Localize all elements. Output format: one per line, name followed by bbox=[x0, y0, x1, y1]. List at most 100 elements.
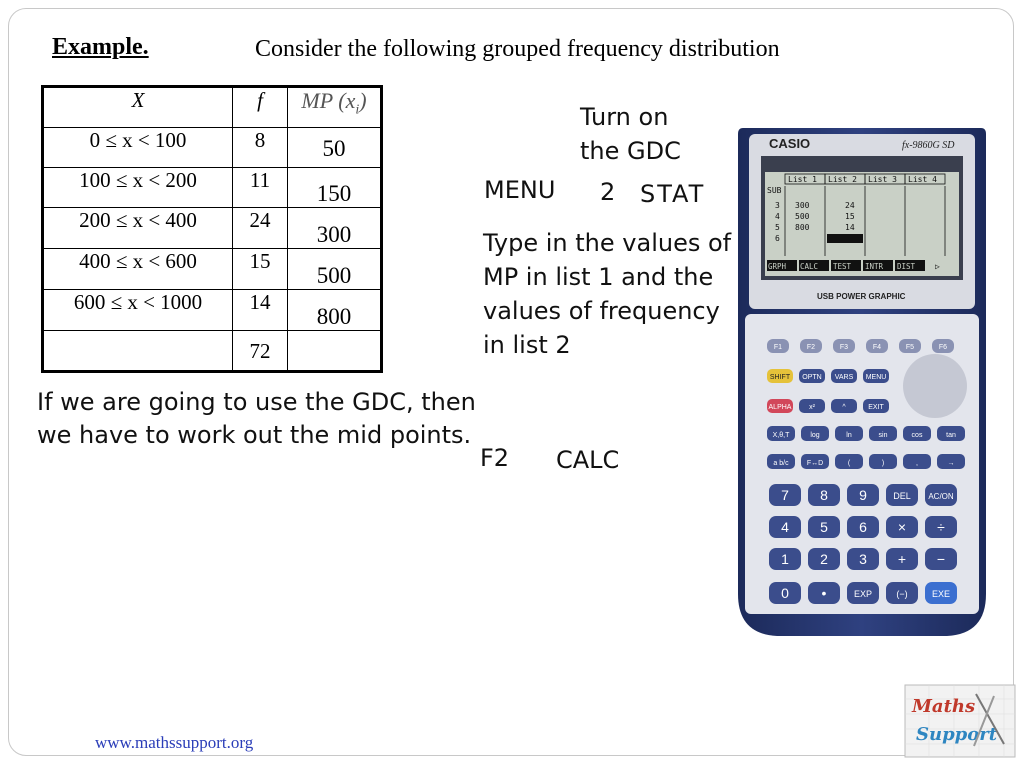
type-in-instructions: Type in the values of MP in list 1 and t… bbox=[483, 229, 732, 359]
key-fraction: a b/c bbox=[773, 460, 789, 467]
screen-list1: List 1 bbox=[788, 175, 817, 184]
key-7: 7 bbox=[781, 487, 789, 503]
cell-f: 15 bbox=[232, 248, 288, 290]
menu-label: MENU bbox=[484, 176, 556, 204]
key-divide: ÷ bbox=[937, 519, 945, 535]
screen-row-n: 6 bbox=[775, 234, 780, 243]
key-8: 8 bbox=[820, 487, 828, 503]
gdc-note: If we are going to use the GDC, then we … bbox=[37, 388, 476, 449]
screen-row-a: 800 bbox=[795, 223, 810, 232]
key-4: 4 bbox=[781, 519, 789, 535]
key-f1: F1 bbox=[774, 344, 782, 351]
key-open-paren: ( bbox=[848, 460, 851, 467]
cell-mp: 500 bbox=[287, 248, 382, 290]
table-row: 200 ≤ x < 400 24 300 bbox=[42, 207, 382, 249]
softkey-next: ▷ bbox=[935, 262, 940, 271]
key-2: 2 bbox=[820, 551, 828, 567]
key-plus: + bbox=[898, 551, 906, 567]
header-mp: MP (xi) bbox=[287, 86, 382, 128]
frequency-table: X f MP (xi) 0 ≤ x < 100 8 50 100 ≤ x < 2… bbox=[41, 85, 383, 373]
cell-f: 8 bbox=[232, 127, 288, 168]
softkey-intr: INTR bbox=[865, 262, 884, 271]
key-del: DEL bbox=[893, 491, 911, 501]
screen-list2: List 2 bbox=[828, 175, 857, 184]
table-header-row: X f MP (xi) bbox=[42, 86, 382, 128]
key-0: 0 bbox=[781, 585, 789, 601]
screen-list3: List 3 bbox=[868, 175, 897, 184]
key-minus: − bbox=[937, 551, 945, 567]
cell-f: 11 bbox=[232, 167, 288, 208]
key-f5: F5 bbox=[906, 344, 914, 351]
key-exe: EXE bbox=[932, 589, 950, 599]
screen-row-b: 14 bbox=[845, 223, 855, 232]
footer-url[interactable]: www.mathssupport.org bbox=[95, 733, 254, 752]
key-ln: ln bbox=[846, 432, 852, 439]
softkey-calc: CALC bbox=[800, 262, 818, 271]
key-cos: cos bbox=[912, 432, 923, 439]
key-alpha: ALPHA bbox=[769, 404, 792, 411]
f2-label: F2 bbox=[480, 444, 510, 472]
screen-row-b: 24 bbox=[845, 201, 855, 210]
key-3: 3 bbox=[859, 551, 867, 567]
cell-total: 72 bbox=[232, 330, 288, 372]
cell-mp: 50 bbox=[287, 127, 382, 168]
cell-mp: 800 bbox=[287, 289, 382, 331]
cell-f: 14 bbox=[232, 289, 288, 331]
key-log: log bbox=[810, 432, 819, 439]
example-heading: Example. bbox=[52, 34, 149, 60]
calculator-image: CASIO fx-9860G SD List 1 List 2 List 3 L… bbox=[738, 128, 986, 636]
cell-x: 600 ≤ x < 1000 bbox=[42, 289, 233, 331]
stat-label: STAT bbox=[640, 180, 706, 208]
maths-support-logo: Maths Support bbox=[904, 684, 1016, 758]
key-arrow: → bbox=[948, 460, 955, 467]
screen-row-a: 500 bbox=[795, 212, 810, 221]
screen-row-n: 3 bbox=[775, 201, 780, 210]
key-6: 6 bbox=[859, 519, 867, 535]
key-f2: F2 bbox=[807, 344, 815, 351]
table-row: 400 ≤ x < 600 15 500 bbox=[42, 248, 382, 290]
softkey-grph: GRPH bbox=[768, 262, 787, 271]
header-f: f bbox=[232, 86, 288, 128]
key-multiply: × bbox=[898, 519, 906, 535]
screen-row-b: 15 bbox=[845, 212, 855, 221]
key-menu: MENU bbox=[866, 374, 887, 381]
screen-sub: SUB bbox=[767, 186, 782, 195]
cell-mp: 300 bbox=[287, 207, 382, 249]
calc-label: CALC bbox=[556, 446, 620, 474]
cell-empty bbox=[287, 330, 382, 372]
key-tan: tan bbox=[946, 432, 956, 439]
calc-brand: CASIO bbox=[769, 136, 810, 151]
cell-x: 200 ≤ x < 400 bbox=[42, 207, 233, 249]
cell-x: 100 ≤ x < 200 bbox=[42, 167, 233, 208]
key-shift: SHIFT bbox=[770, 374, 791, 381]
key-5: 5 bbox=[820, 519, 828, 535]
table-row: 0 ≤ x < 100 8 50 bbox=[42, 127, 382, 168]
calc-usb-label: USB POWER GRAPHIC bbox=[817, 292, 906, 301]
key-close-paren: ) bbox=[882, 460, 884, 467]
key-square: x² bbox=[809, 404, 816, 411]
softkey-dist: DIST bbox=[897, 262, 916, 271]
cell-x: 400 ≤ x < 600 bbox=[42, 248, 233, 290]
key-power: ^ bbox=[842, 404, 846, 411]
key-xthetat: X,θ,T bbox=[773, 432, 790, 439]
key-f4: F4 bbox=[873, 344, 881, 351]
key-9: 9 bbox=[859, 487, 867, 503]
key-dot: • bbox=[822, 585, 827, 601]
logo-line1: Maths bbox=[911, 696, 975, 717]
key-exp: EXP bbox=[854, 589, 872, 599]
key-comma: , bbox=[916, 460, 918, 467]
screen-row-a: 300 bbox=[795, 201, 810, 210]
menu-number: 2 bbox=[600, 178, 616, 206]
turn-on-text: Turn on the GDC bbox=[580, 100, 681, 168]
table-row: 600 ≤ x < 1000 14 800 bbox=[42, 289, 382, 331]
intro-text: Consider the following grouped frequency… bbox=[255, 36, 780, 62]
key-1: 1 bbox=[781, 551, 789, 567]
calc-model: fx-9860G SD bbox=[902, 140, 955, 151]
table-row: 100 ≤ x < 200 11 150 bbox=[42, 167, 382, 208]
logo-line2: Support bbox=[916, 724, 998, 745]
key-sin: sin bbox=[879, 432, 888, 439]
key-optn: OPTN bbox=[802, 374, 821, 381]
turn-on-line: the GDC bbox=[580, 137, 681, 165]
key-ac-on: AC/ON bbox=[928, 492, 954, 501]
cell-f: 24 bbox=[232, 207, 288, 249]
